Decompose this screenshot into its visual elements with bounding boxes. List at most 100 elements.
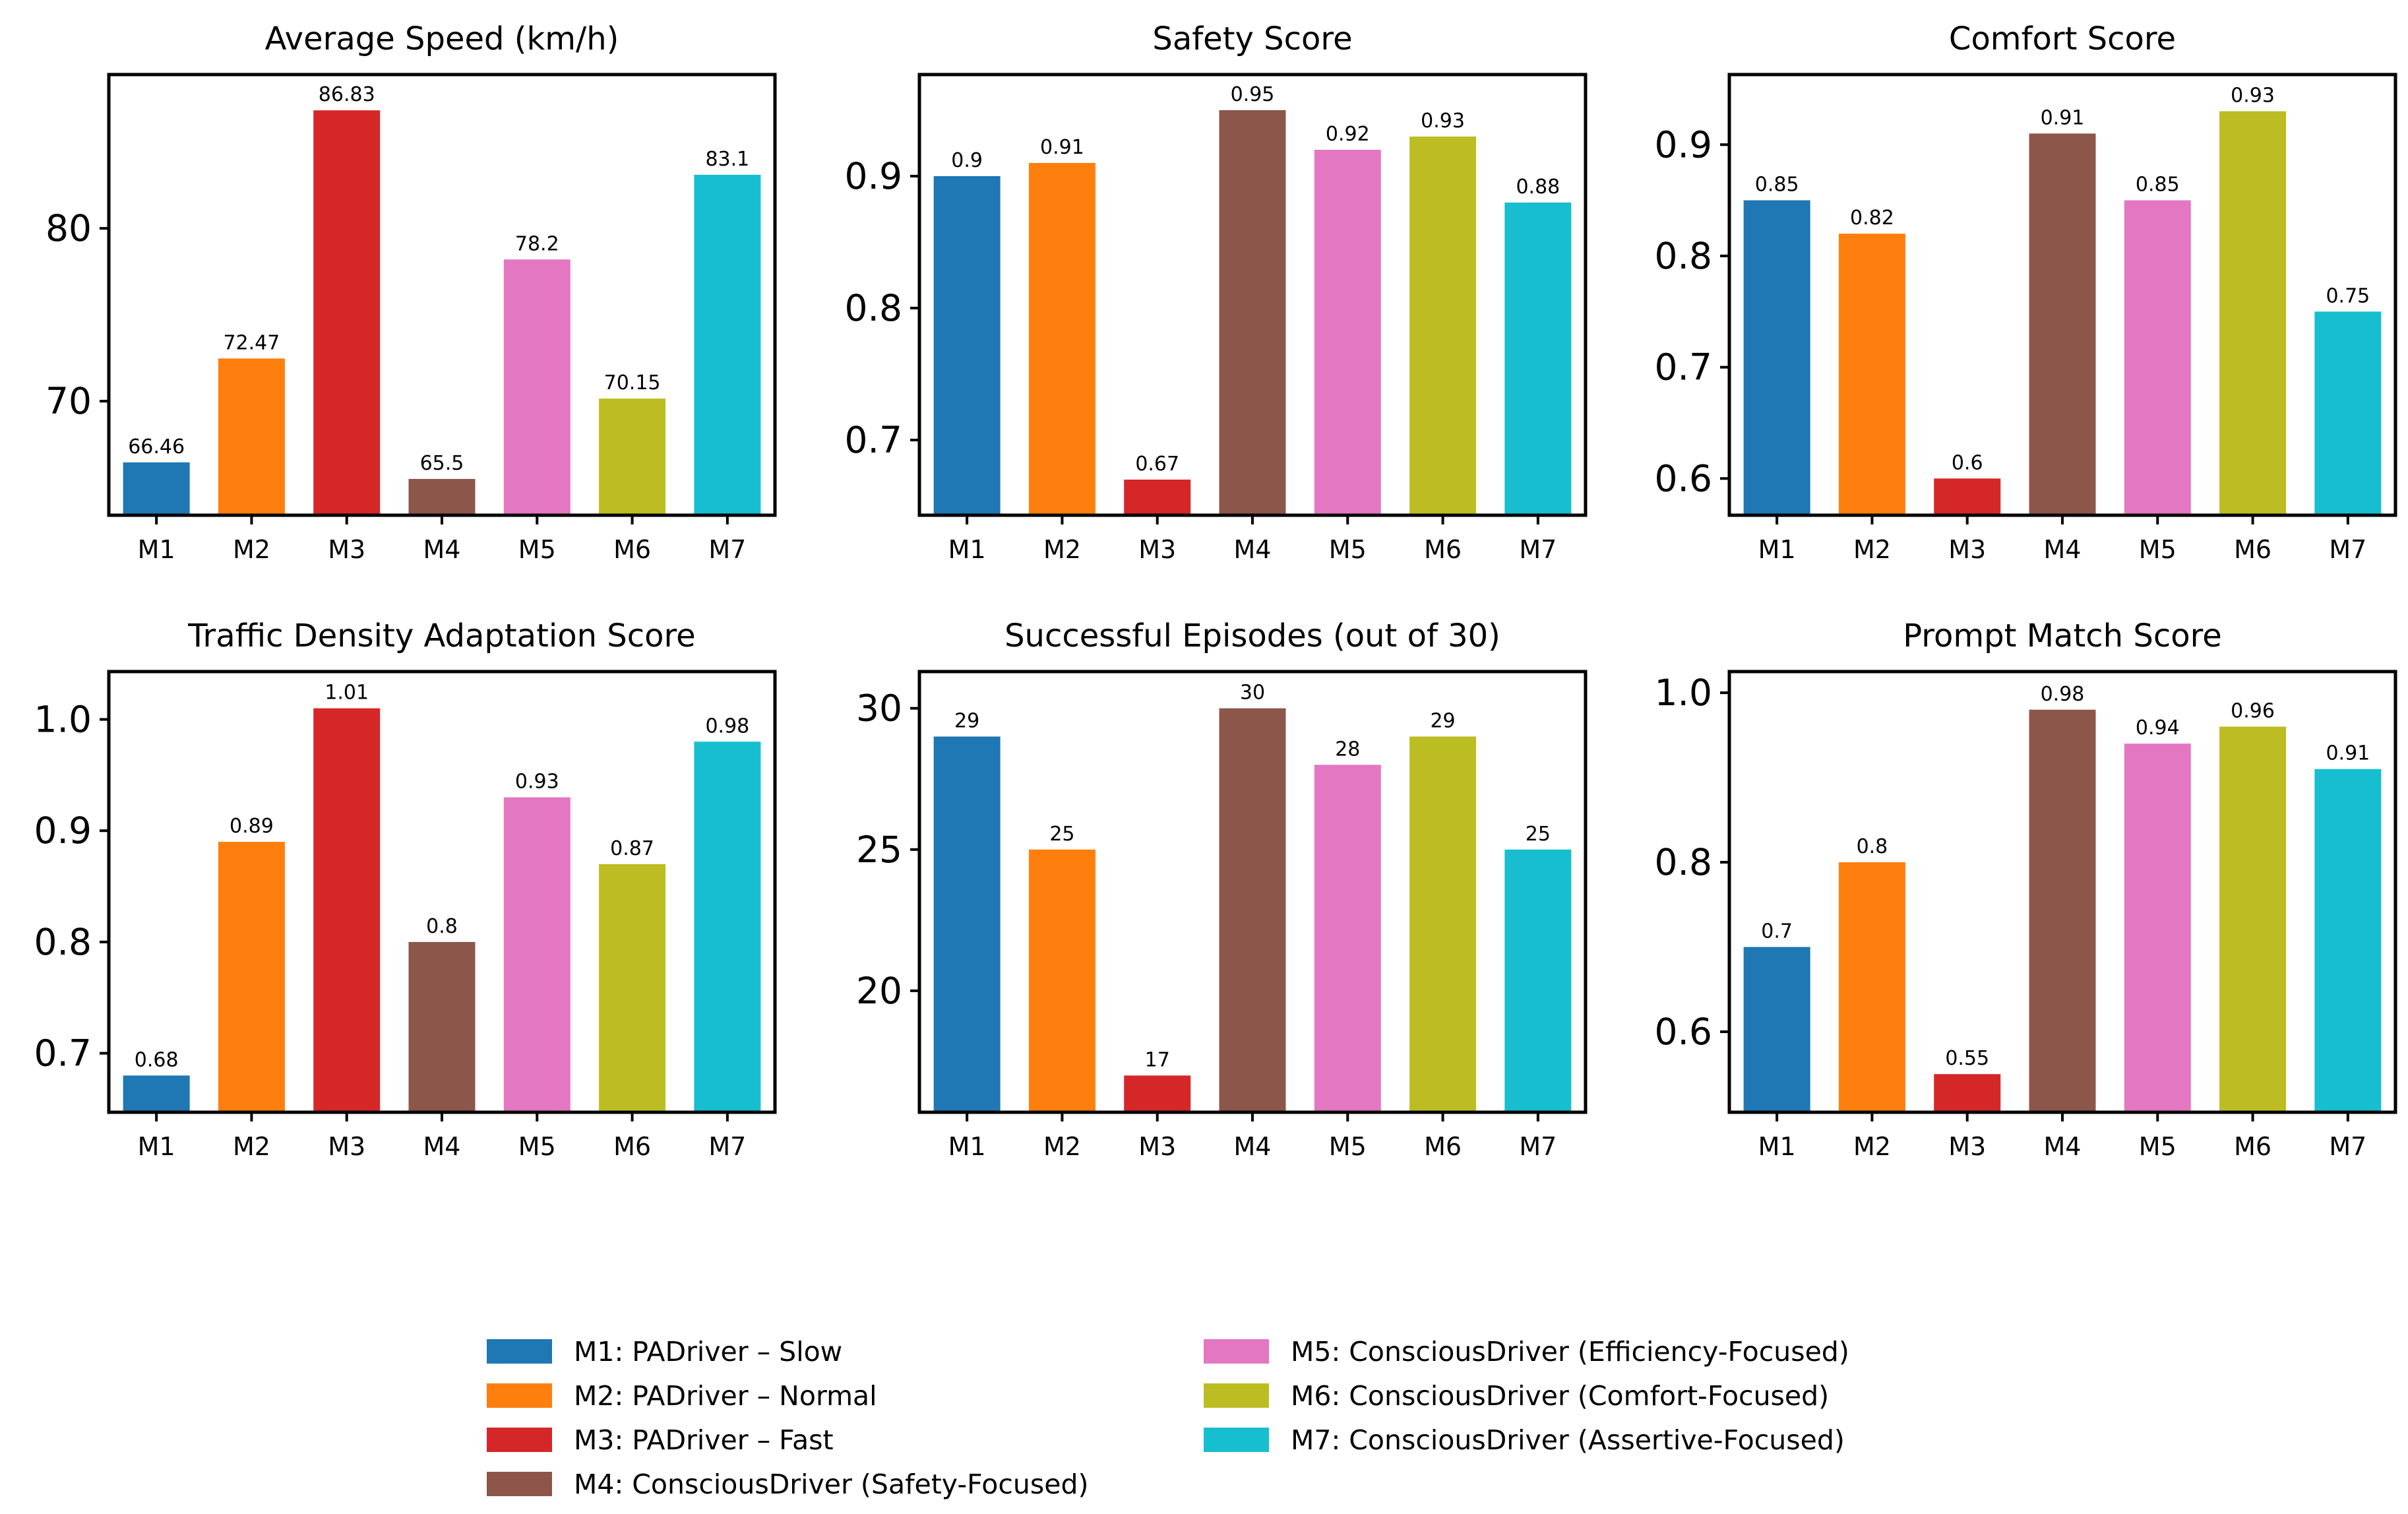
x-tick-label: M1 (138, 1132, 175, 1161)
y-tick-label: 70 (46, 380, 92, 422)
bar-m3 (1124, 480, 1191, 515)
bar-m4 (408, 478, 476, 515)
data-label: 17 (1145, 1048, 1170, 1071)
x-tick-label: M2 (233, 535, 270, 564)
data-label: 0.7 (1761, 920, 1793, 943)
chart-panel-6: Prompt Match Score 0.7 0.8 0.55 0.98 0.94 0.96… (1655, 617, 2397, 1161)
chart-panel-5: Successful Episodes (out of 30) 29 25 17 30 2… (856, 617, 1588, 1161)
legend: M1: PADriver – Slow M2: PADriver – Normal… (487, 1336, 1849, 1500)
data-label: 0.68 (135, 1048, 179, 1071)
bar-m2 (1028, 849, 1096, 1112)
x-tick-label: M2 (233, 1132, 270, 1161)
y-tick-label: 0.9 (845, 155, 902, 197)
x-tick-label: M1 (948, 1132, 986, 1161)
data-label: 0.91 (1040, 136, 1084, 159)
legend-label-m1: M1: PADriver – Slow (574, 1336, 842, 1368)
bar-m5 (503, 259, 571, 515)
bar-m2 (1838, 862, 1905, 1112)
chart-panel-1: Average Speed (km/h) 66.46 72.47 86.83 65.5 7… (46, 20, 777, 564)
x-tick-label: M3 (328, 1132, 365, 1161)
x-tick-label: M6 (1424, 535, 1462, 564)
bar-m6 (599, 864, 666, 1112)
data-label: 78.2 (515, 232, 559, 255)
data-label: 0.91 (2041, 106, 2085, 129)
y-tick-label: 1.0 (1655, 672, 1712, 714)
x-tick-label: M2 (1043, 1132, 1081, 1161)
data-label: 0.98 (705, 714, 749, 738)
data-label: 0.93 (2231, 84, 2275, 108)
x-tick-label: M4 (2044, 1132, 2082, 1161)
legend-label-m5: M5: ConsciousDriver (Efficiency-Focused) (1291, 1336, 1849, 1368)
data-label: 0.94 (2136, 716, 2180, 740)
bar-m5 (2124, 200, 2191, 515)
x-tick-label: M6 (2234, 535, 2271, 564)
bar-m1 (1743, 947, 1810, 1112)
x-tick-label: M3 (328, 535, 365, 564)
data-label: 0.95 (1231, 83, 1275, 106)
y-tick-label: 0.6 (1655, 457, 1712, 499)
data-label: 0.55 (1945, 1047, 1989, 1070)
y-tick-label: 0.6 (1655, 1011, 1712, 1053)
x-tick-label: M3 (1948, 1132, 1986, 1161)
x-tick-label: M5 (518, 535, 556, 564)
data-label: 0.85 (2136, 173, 2180, 197)
x-tick-label: M7 (1519, 1132, 1557, 1161)
y-tick-label: 0.8 (845, 287, 902, 329)
chart-title: Average Speed (km/h) (265, 20, 619, 57)
y-tick-label: 0.8 (1655, 235, 1712, 277)
legend-label-m2: M2: PADriver – Normal (574, 1380, 877, 1412)
bar-m6 (2219, 111, 2287, 515)
data-label: 72.47 (223, 331, 280, 354)
chart-panel-2: Safety Score 0.9 0.91 0.67 0.95 0.92 0.93 0.88 0… (845, 20, 1588, 564)
x-tick-label: M4 (2044, 535, 2082, 564)
chart-title: Traffic Density Adaptation Score (187, 617, 695, 654)
bar-m7 (2314, 769, 2382, 1112)
data-label: 30 (1240, 681, 1265, 705)
data-label: 0.93 (1421, 110, 1465, 133)
x-tick-label: M6 (2234, 1132, 2271, 1161)
data-label: 25 (1049, 823, 1074, 846)
x-tick-label: M4 (1234, 535, 1272, 564)
y-tick-label: 0.9 (34, 809, 92, 852)
bar-m5 (503, 797, 571, 1112)
bar-m1 (123, 1075, 190, 1112)
y-tick-label: 0.9 (1655, 123, 1712, 166)
x-tick-label: M7 (708, 535, 746, 564)
data-label: 0.92 (1326, 123, 1370, 146)
bar-m5 (1314, 765, 1381, 1112)
bar-m1 (933, 176, 1001, 515)
data-label: 0.85 (1755, 173, 1799, 197)
x-tick-label: M4 (423, 535, 461, 564)
legend-swatch-m3 (487, 1428, 552, 1452)
bar-m1 (933, 736, 1001, 1112)
data-label: 0.67 (1135, 453, 1179, 476)
x-tick-label: M5 (2139, 535, 2176, 564)
y-tick-label: 0.7 (34, 1032, 92, 1075)
bar-m4 (1219, 110, 1286, 515)
data-label: 0.6 (1952, 451, 1983, 474)
bar-m3 (1124, 1075, 1191, 1112)
axes-frame (107, 73, 777, 517)
chart-panel-3: Comfort Score 0.85 0.82 0.6 0.91 0.85 0.93 0.75… (1655, 20, 2397, 564)
x-tick-label: M7 (2329, 535, 2366, 564)
x-tick-label: M6 (1424, 1132, 1462, 1161)
data-label: 0.82 (1850, 206, 1894, 230)
y-tick-label: 0.7 (1655, 346, 1712, 389)
data-label: 28 (1335, 738, 1360, 761)
x-tick-label: M1 (1758, 1132, 1796, 1161)
bar-m1 (123, 462, 190, 515)
x-tick-label: M3 (1948, 535, 1986, 564)
x-tick-label: M2 (1853, 535, 1891, 564)
bar-m7 (1504, 849, 1572, 1112)
bar-m6 (1409, 736, 1477, 1112)
data-label: 0.89 (230, 815, 274, 838)
data-label: 0.8 (1857, 835, 1888, 858)
bar-m4 (408, 941, 476, 1112)
x-tick-label: M5 (2139, 1132, 2176, 1161)
bar-m7 (694, 741, 761, 1112)
legend-label-m7: M7: ConsciousDriver (Assertive-Focused) (1291, 1424, 1845, 1456)
y-tick-label: 0.8 (34, 921, 92, 963)
x-tick-label: M1 (138, 535, 175, 564)
data-label: 0.75 (2326, 284, 2370, 307)
